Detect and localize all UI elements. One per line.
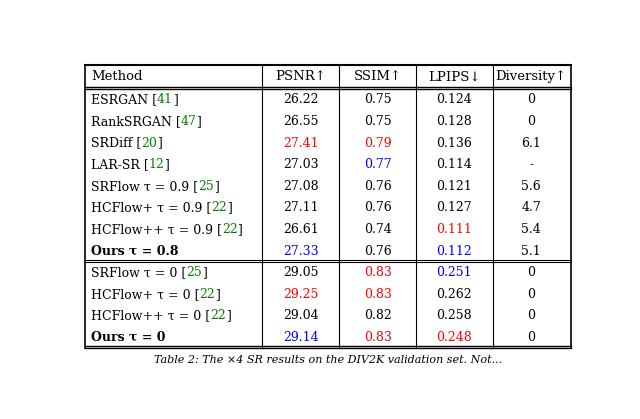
Text: 12: 12	[148, 158, 164, 171]
Text: Method: Method	[91, 70, 143, 83]
Text: 0.124: 0.124	[436, 93, 472, 106]
Text: 22: 22	[210, 310, 226, 323]
Text: 29.14: 29.14	[283, 331, 319, 344]
Text: ]: ]	[214, 180, 218, 193]
Text: 20: 20	[141, 137, 157, 150]
Text: LAR-SR [: LAR-SR [	[91, 158, 148, 171]
Text: 0.251: 0.251	[436, 266, 472, 279]
Text: ESRGAN [: ESRGAN [	[91, 93, 157, 106]
Text: 0: 0	[527, 288, 535, 301]
Text: HCFlow++ τ = 0 [: HCFlow++ τ = 0 [	[91, 310, 210, 323]
Text: 0.83: 0.83	[364, 266, 392, 279]
Text: 4.7: 4.7	[522, 202, 541, 215]
Text: 0.75: 0.75	[364, 93, 392, 106]
Text: 0.82: 0.82	[364, 310, 392, 323]
Text: ]: ]	[237, 223, 243, 236]
Text: 25: 25	[186, 266, 202, 279]
Text: 0.75: 0.75	[364, 115, 392, 128]
Text: 0: 0	[527, 310, 535, 323]
Text: 29.25: 29.25	[283, 288, 319, 301]
Text: 0.74: 0.74	[364, 223, 392, 236]
Text: ]: ]	[157, 137, 162, 150]
Text: Ours τ = 0: Ours τ = 0	[91, 331, 165, 344]
Text: 0.76: 0.76	[364, 245, 392, 258]
Text: Table 2: The ×4 SR results on the DIV2K validation set. Not...: Table 2: The ×4 SR results on the DIV2K …	[154, 355, 502, 365]
Text: 0.79: 0.79	[364, 137, 392, 150]
Text: SRDiff [: SRDiff [	[91, 137, 141, 150]
Text: 0: 0	[527, 266, 535, 279]
Text: SRFlow τ = 0.9 [: SRFlow τ = 0.9 [	[91, 180, 198, 193]
Text: 5.6: 5.6	[522, 180, 541, 193]
Text: 0.258: 0.258	[436, 310, 472, 323]
Text: 27.08: 27.08	[283, 180, 319, 193]
Text: 27.33: 27.33	[283, 245, 319, 258]
Text: -: -	[529, 158, 533, 171]
Text: ]: ]	[226, 310, 230, 323]
Text: Diversity↑: Diversity↑	[495, 70, 567, 83]
Text: 0.114: 0.114	[436, 158, 472, 171]
Text: HCFlow+ τ = 0 [: HCFlow+ τ = 0 [	[91, 288, 200, 301]
Text: 5.1: 5.1	[522, 245, 541, 258]
Text: 0.83: 0.83	[364, 288, 392, 301]
Text: 0.83: 0.83	[364, 331, 392, 344]
Text: SRFlow τ = 0 [: SRFlow τ = 0 [	[91, 266, 186, 279]
Text: 26.61: 26.61	[283, 223, 319, 236]
Text: 0.77: 0.77	[364, 158, 392, 171]
Text: 41: 41	[157, 93, 173, 106]
Text: 22: 22	[222, 223, 237, 236]
Text: 27.03: 27.03	[283, 158, 319, 171]
Text: 26.55: 26.55	[283, 115, 319, 128]
Text: 27.41: 27.41	[283, 137, 319, 150]
Text: HCFlow+ τ = 0.9 [: HCFlow+ τ = 0.9 [	[91, 202, 211, 215]
Text: 0.121: 0.121	[436, 180, 472, 193]
Text: 6.1: 6.1	[521, 137, 541, 150]
Text: ]: ]	[215, 288, 220, 301]
Text: Ours τ = 0.8: Ours τ = 0.8	[91, 245, 179, 258]
Text: 47: 47	[180, 115, 196, 128]
Text: 0: 0	[527, 93, 535, 106]
Text: 22: 22	[200, 288, 215, 301]
Text: 0.128: 0.128	[436, 115, 472, 128]
Text: 22: 22	[211, 202, 227, 215]
Text: 0: 0	[527, 115, 535, 128]
Text: PSNR↑: PSNR↑	[275, 70, 326, 83]
Text: 29.05: 29.05	[283, 266, 319, 279]
Text: 25: 25	[198, 180, 214, 193]
Text: 27.11: 27.11	[283, 202, 319, 215]
Text: ]: ]	[196, 115, 202, 128]
Text: 0.111: 0.111	[436, 223, 472, 236]
Text: HCFlow++ τ = 0.9 [: HCFlow++ τ = 0.9 [	[91, 223, 222, 236]
Text: ]: ]	[202, 266, 207, 279]
Text: 0.136: 0.136	[436, 137, 472, 150]
Text: ]: ]	[173, 93, 178, 106]
Text: 0.262: 0.262	[436, 288, 472, 301]
Text: 0.112: 0.112	[436, 245, 472, 258]
Text: 0.248: 0.248	[436, 331, 472, 344]
Text: ]: ]	[164, 158, 170, 171]
Text: 0.127: 0.127	[436, 202, 472, 215]
Text: SSIM↑: SSIM↑	[353, 70, 402, 83]
Text: 29.04: 29.04	[283, 310, 319, 323]
Text: RankSRGAN [: RankSRGAN [	[91, 115, 180, 128]
Text: LPIPS↓: LPIPS↓	[428, 70, 481, 83]
Text: 5.4: 5.4	[522, 223, 541, 236]
Text: 0.76: 0.76	[364, 180, 392, 193]
Text: ]: ]	[227, 202, 232, 215]
Text: 0.76: 0.76	[364, 202, 392, 215]
Text: 26.22: 26.22	[283, 93, 319, 106]
Text: 0: 0	[527, 331, 535, 344]
